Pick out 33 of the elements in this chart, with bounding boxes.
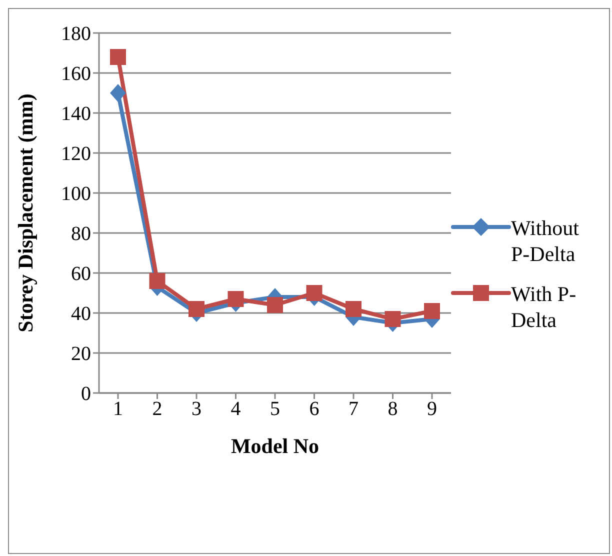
point — [110, 49, 126, 65]
x-tick-label: 8 — [388, 398, 398, 420]
legend-label: With P-Delta — [511, 281, 578, 333]
y-tick-label: 40 — [71, 303, 91, 326]
point — [346, 301, 362, 317]
point — [149, 273, 166, 289]
point — [110, 84, 126, 102]
x-tick-label: 2 — [152, 398, 162, 420]
y-tick-label: 80 — [71, 223, 91, 246]
x-tick-label: 1 — [113, 398, 123, 420]
point — [188, 301, 204, 317]
y-tick-label: 180 — [61, 23, 91, 46]
y-tick-label: 160 — [61, 63, 91, 86]
y-tick-label: 140 — [61, 103, 91, 126]
x-tick-label: 7 — [348, 398, 358, 420]
legend-label: Without P-Delta — [511, 215, 580, 267]
x-tick-label: 4 — [230, 398, 241, 420]
point — [228, 291, 244, 307]
y-tick-label: 0 — [81, 383, 91, 406]
x-tick-label: 3 — [192, 398, 202, 420]
y-axis-title: Storey Displacement (mm) — [13, 94, 38, 332]
y-tick-label: 20 — [71, 343, 91, 366]
point — [424, 303, 440, 319]
y-tick-label: 100 — [61, 183, 91, 206]
point — [384, 311, 401, 327]
point — [267, 297, 283, 313]
x-tick-label: 9 — [427, 398, 437, 420]
y-tick-label: 60 — [71, 263, 91, 286]
x-tick-label: 5 — [270, 398, 280, 420]
point — [306, 285, 322, 301]
y-tick-label: 120 — [61, 143, 91, 166]
x-tick-label: 6 — [309, 398, 320, 420]
x-axis-title: Model No — [230, 434, 320, 458]
